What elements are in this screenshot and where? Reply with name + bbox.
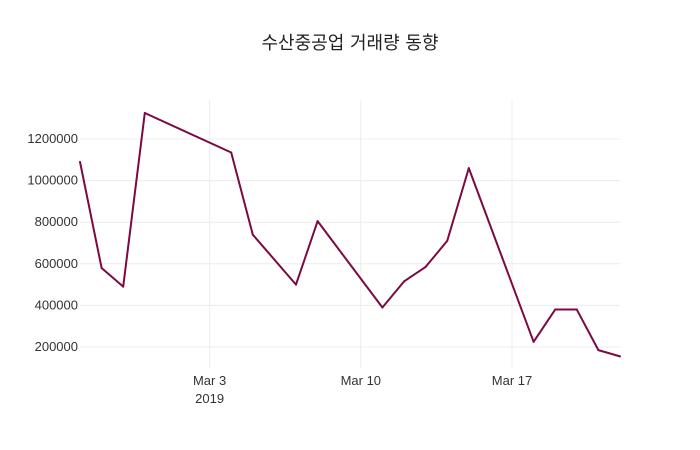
- x-tick-label: Mar 17: [492, 373, 532, 388]
- data-point[interactable]: [575, 308, 578, 311]
- data-point[interactable]: [79, 160, 81, 163]
- y-tick-label: 1200000: [27, 131, 78, 146]
- y-tick-label: 800000: [35, 214, 78, 229]
- y-tick-label: 600000: [35, 256, 78, 271]
- axis-tick-labels: 200000 400000 600000 800000 1000000 1200000 Ma…: [27, 131, 532, 406]
- chart-title: 수산중공업 거래량 동향: [261, 33, 438, 54]
- y-tick-label: 200000: [35, 339, 78, 354]
- data-point[interactable]: [122, 285, 125, 288]
- y-tick-label: 400000: [35, 297, 78, 312]
- x-tick-year-label: 2019: [195, 391, 224, 406]
- data-point[interactable]: [467, 167, 470, 170]
- data-point[interactable]: [446, 239, 449, 242]
- data-point[interactable]: [100, 266, 103, 269]
- data-point[interactable]: [295, 283, 297, 286]
- data-point[interactable]: [143, 112, 146, 114]
- y-tick-label: 1000000: [27, 173, 78, 188]
- data-point[interactable]: [597, 349, 600, 352]
- data-point[interactable]: [532, 340, 535, 343]
- series-line: [79, 112, 621, 358]
- data-point[interactable]: [381, 306, 384, 309]
- data-point[interactable]: [316, 220, 319, 223]
- gridlines: [80, 100, 620, 368]
- data-point[interactable]: [424, 265, 427, 268]
- data-point[interactable]: [619, 355, 621, 358]
- data-point[interactable]: [554, 308, 557, 311]
- series-layer: [79, 112, 621, 358]
- data-point[interactable]: [403, 280, 405, 283]
- data-point[interactable]: [230, 151, 233, 154]
- x-tick-label: Mar 10: [341, 373, 381, 388]
- x-tick-label: Mar 3: [193, 373, 226, 388]
- data-point[interactable]: [251, 233, 254, 236]
